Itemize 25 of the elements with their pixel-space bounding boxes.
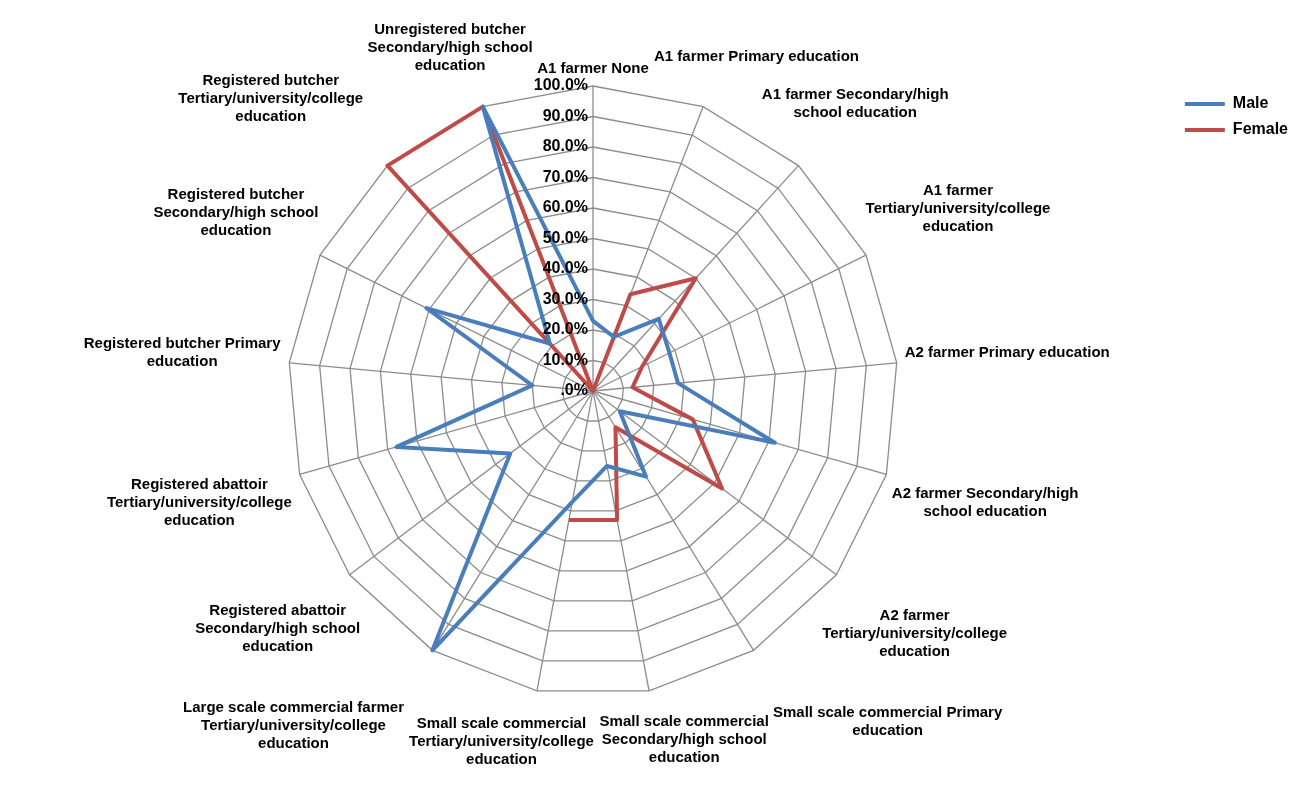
spoke-label: Small scale commercial Secondary/high school education xyxy=(599,712,769,766)
spoke-label: Registered abattoir Secondary/high school education xyxy=(195,601,361,655)
spoke-label: A1 farmer Primary education xyxy=(653,46,860,64)
y-tick-label: 90.0% xyxy=(542,106,588,124)
spoke-label: Small scale commercial Primary education xyxy=(772,702,1003,738)
spoke-label: A2 farmer Primary education xyxy=(904,342,1110,360)
spoke-label: A2 farmer Secondary/high school education xyxy=(891,483,1079,519)
spoke-label: A1 farmer None xyxy=(537,59,649,77)
y-tick-label: 70.0% xyxy=(542,167,588,185)
spoke-label: Registered butcher Secondary/high school education xyxy=(153,185,319,239)
spoke-label: Small scale commercial Tertiary/university/college education xyxy=(409,713,594,767)
spoke-label: Large scale commercial farmer Tertiary/university/college education xyxy=(183,698,405,752)
spoke-label: Registered butcher Primary education xyxy=(83,334,282,370)
y-tick-label: 60.0% xyxy=(542,198,588,216)
spoke-label: A1 farmer Secondary/high school education xyxy=(761,84,949,120)
spoke-label: Registered butcher Tertiary/university/college education xyxy=(178,71,364,125)
legend-label: Female xyxy=(1232,120,1289,138)
spoke-label: A2 farmer Tertiary/university/college education xyxy=(822,606,1008,660)
y-tick-label: 100.0% xyxy=(533,76,588,94)
y-tick-label: .0% xyxy=(560,381,588,399)
spoke-label: Unregistered butcher Secondary/high school education xyxy=(367,20,533,74)
y-tick-label: 80.0% xyxy=(542,137,588,155)
spoke-label: Registered abattoir Tertiary/university/college education xyxy=(106,475,292,529)
legend-label: Male xyxy=(1232,94,1269,112)
spoke-label: A1 farmer Tertiary/university/college education xyxy=(865,181,1051,235)
